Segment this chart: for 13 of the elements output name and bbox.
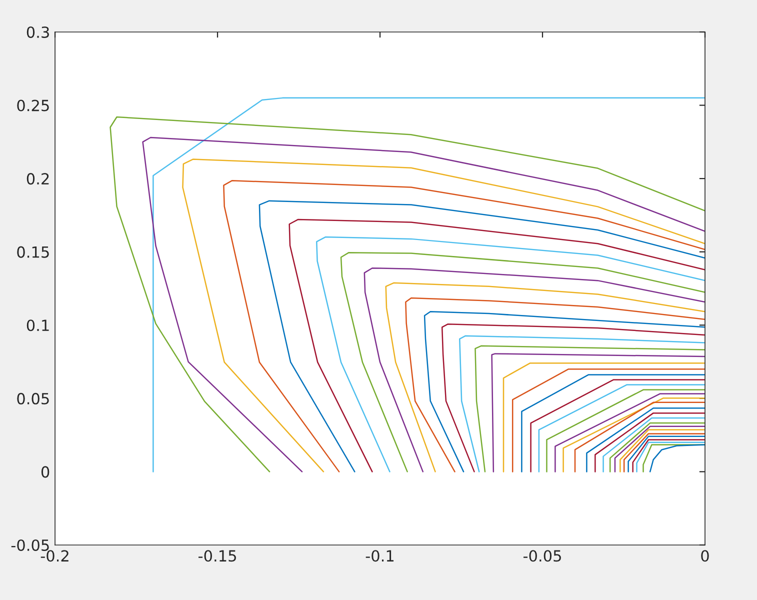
x-tick-label: -0.2 [40, 550, 68, 562]
y-tick-label: 0.15 [17, 246, 49, 258]
x-tick-label: -0.15 [198, 550, 236, 562]
y-tick-label: 0.2 [26, 173, 49, 185]
y-tick-label: 0 [41, 466, 50, 478]
x-tick-label: -0.05 [523, 550, 561, 562]
y-tick-label: 0.05 [17, 392, 49, 404]
y-tick-label: 0.25 [17, 100, 49, 112]
x-tick-label: 0 [701, 550, 709, 562]
y-tick-label: -0.05 [11, 539, 49, 551]
y-tick-label: 0.1 [26, 320, 49, 332]
y-tick-label: 0.3 [26, 26, 49, 38]
x-tick-label: -0.1 [366, 550, 394, 562]
